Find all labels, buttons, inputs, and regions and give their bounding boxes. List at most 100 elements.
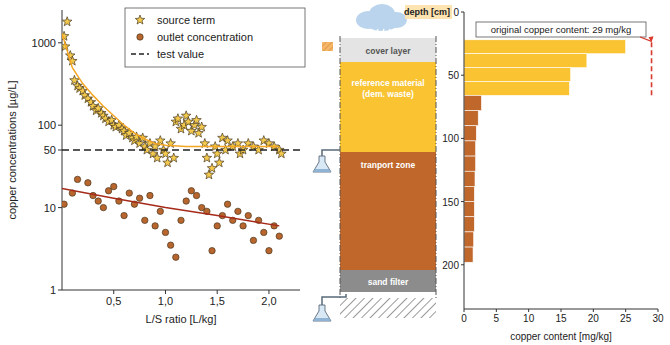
column-wall bbox=[340, 36, 341, 298]
annotation-line bbox=[651, 42, 653, 98]
tick bbox=[464, 309, 465, 312]
flask-liquid bbox=[313, 318, 331, 321]
tick-label: 1 bbox=[50, 284, 56, 296]
point bbox=[169, 153, 179, 162]
bar bbox=[464, 141, 476, 156]
bar bbox=[464, 156, 476, 171]
point bbox=[261, 229, 267, 235]
bar bbox=[464, 171, 475, 186]
pipe bbox=[322, 294, 346, 305]
point bbox=[142, 217, 148, 223]
tick-label: 100 bbox=[442, 133, 459, 144]
point bbox=[178, 217, 184, 223]
point bbox=[197, 122, 207, 131]
point bbox=[193, 192, 199, 198]
tick bbox=[561, 309, 562, 312]
header-box bbox=[405, 5, 452, 19]
tick-label: 10 bbox=[44, 202, 56, 214]
tick-label: 0 bbox=[453, 7, 459, 18]
point bbox=[121, 212, 127, 218]
legend-label: source term bbox=[157, 14, 215, 26]
axis-title: depth [cm] bbox=[404, 7, 450, 17]
tick-label: 0,5 bbox=[106, 295, 121, 307]
tick-label: 1,0 bbox=[158, 295, 173, 307]
base bbox=[340, 298, 436, 318]
flask bbox=[313, 305, 331, 321]
point bbox=[147, 192, 153, 198]
legend-label: test value bbox=[157, 48, 204, 60]
tick-label: 50 bbox=[448, 70, 460, 81]
legend: source termoutlet concentrationtest valu… bbox=[125, 8, 305, 67]
background bbox=[0, 0, 670, 345]
tick bbox=[217, 290, 218, 294]
tick-label: 50 bbox=[44, 144, 56, 156]
legend-box bbox=[125, 8, 305, 67]
point bbox=[214, 223, 220, 229]
tick bbox=[58, 42, 62, 43]
point bbox=[240, 223, 246, 229]
axis-title: copper concentrations [µg/L] bbox=[6, 80, 18, 219]
cloud bbox=[366, 15, 398, 31]
annotation-box bbox=[476, 22, 646, 37]
tick bbox=[461, 201, 464, 202]
bar bbox=[464, 82, 569, 96]
point bbox=[126, 190, 132, 196]
point bbox=[162, 229, 168, 235]
tick bbox=[461, 12, 464, 13]
bar bbox=[464, 247, 473, 262]
rain bbox=[393, 29, 396, 36]
layer-label: sand filter bbox=[368, 277, 409, 287]
point bbox=[245, 212, 251, 218]
point bbox=[276, 233, 282, 239]
point bbox=[250, 237, 256, 243]
fit-line bbox=[62, 189, 279, 226]
bars bbox=[464, 40, 626, 262]
bar bbox=[464, 202, 474, 217]
tick bbox=[528, 309, 529, 312]
point bbox=[136, 195, 142, 201]
point bbox=[100, 204, 106, 210]
tick-label: 1,5 bbox=[210, 295, 225, 307]
annotation: original copper content: 29 mg/kg bbox=[491, 24, 631, 35]
tick-label: 10 bbox=[523, 313, 535, 324]
bar bbox=[464, 232, 474, 247]
tick bbox=[58, 150, 62, 151]
bar bbox=[464, 40, 626, 54]
point bbox=[152, 223, 158, 229]
pipe bbox=[322, 150, 340, 156]
bar bbox=[464, 126, 476, 141]
layer bbox=[340, 38, 436, 62]
legend-swatch bbox=[131, 53, 149, 55]
layer bbox=[340, 270, 436, 292]
tick-label: 0 bbox=[461, 313, 467, 324]
point bbox=[95, 198, 101, 204]
column-wall bbox=[436, 36, 437, 298]
layer-label: tranport zone bbox=[361, 160, 416, 170]
axis-title: copper content [mg/kg] bbox=[510, 331, 612, 342]
column-diagram: cover layerreference material(dem. waste… bbox=[313, 4, 436, 321]
layer-label: cover layer bbox=[366, 46, 412, 56]
rain bbox=[363, 29, 366, 36]
layer-label: (dem. waste) bbox=[362, 89, 414, 99]
bar bbox=[464, 54, 587, 68]
tick bbox=[461, 138, 464, 139]
point bbox=[192, 115, 202, 124]
tick bbox=[58, 125, 62, 126]
bar bbox=[464, 68, 571, 82]
cover-icon bbox=[322, 42, 333, 51]
point bbox=[235, 208, 241, 214]
tick bbox=[593, 309, 594, 312]
tick bbox=[625, 309, 626, 312]
legend-swatch bbox=[135, 15, 145, 24]
point bbox=[266, 247, 272, 253]
figure: 1105010010000,51,01,52,0L/S ratio [L/kg]… bbox=[0, 0, 670, 345]
flask bbox=[313, 156, 331, 172]
tick bbox=[165, 290, 166, 294]
point bbox=[223, 136, 233, 145]
tick-label: 150 bbox=[442, 197, 459, 208]
point bbox=[204, 170, 214, 179]
point bbox=[207, 163, 217, 172]
point bbox=[62, 201, 67, 207]
tick bbox=[461, 264, 464, 265]
tick-label: 30 bbox=[652, 313, 664, 324]
